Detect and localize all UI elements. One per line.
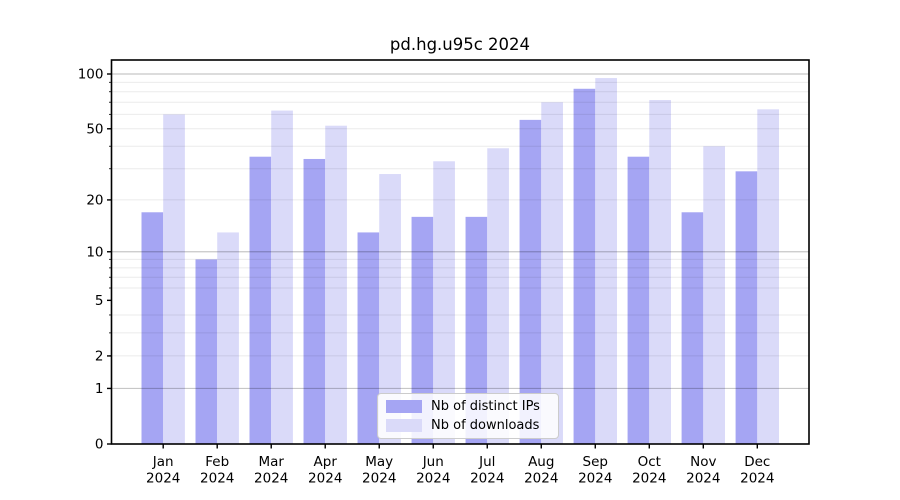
x-tick-label-may: May 2024	[362, 454, 396, 487]
y-tick-label-1: 1	[95, 381, 104, 397]
x-tick-label-dec: Dec 2024	[740, 454, 774, 487]
y-tick-label-5: 5	[95, 293, 104, 309]
bar-sep-distinct-ips	[573, 88, 596, 444]
x-tick-label-jan: Jan 2024	[146, 454, 180, 487]
bar-apr-distinct-ips	[303, 158, 326, 445]
bar-may-downloads	[379, 174, 401, 445]
x-tick-label-apr: Apr 2024	[308, 454, 342, 487]
x-tick-label-sep: Sep 2024	[578, 454, 612, 487]
x-tick-label-nov: Nov 2024	[686, 454, 720, 487]
y-tick-label-100: 100	[78, 67, 104, 83]
legend: Nb of distinct IPs Nb of downloads	[377, 393, 559, 439]
legend-label-distinct-ips: Nb of distinct IPs	[431, 399, 540, 415]
bar-may-distinct-ips	[357, 232, 380, 444]
bar-jan-downloads	[163, 114, 185, 445]
bar-oct-downloads	[649, 100, 671, 444]
legend-item-downloads: Nb of downloads	[386, 418, 550, 433]
bar-apr-downloads	[325, 125, 347, 445]
bar-jul-downloads	[487, 148, 509, 445]
bar-mar-distinct-ips	[249, 156, 272, 445]
chart-title: pd.hg.u95c 2024	[389, 35, 531, 54]
x-tick-label-mar: Mar 2024	[254, 454, 288, 487]
bar-nov-downloads	[703, 146, 725, 445]
bar-mar-downloads	[271, 110, 293, 445]
x-tick-label-aug: Aug 2024	[524, 454, 558, 487]
bar-nov-distinct-ips	[681, 212, 704, 444]
bar-aug-downloads	[541, 102, 563, 445]
legend-swatch-distinct-ips	[386, 400, 422, 414]
legend-item-distinct-ips: Nb of distinct IPs	[386, 399, 550, 414]
x-tick-label-oct: Oct 2024	[632, 454, 666, 487]
y-tick-label-10: 10	[86, 244, 103, 260]
bar-jul-distinct-ips	[465, 216, 488, 444]
bar-dec-downloads	[757, 109, 779, 445]
y-tick-label-50: 50	[86, 121, 103, 137]
x-tick-label-jul: Jul 2024	[470, 454, 504, 487]
y-tick-label-2: 2	[95, 348, 104, 364]
bar-oct-distinct-ips	[627, 156, 650, 445]
bar-jan-distinct-ips	[141, 212, 164, 444]
bar-dec-distinct-ips	[735, 171, 758, 444]
bar-sep-downloads	[595, 78, 617, 445]
bar-feb-distinct-ips	[195, 259, 218, 444]
x-tick-label-feb: Feb 2024	[200, 454, 234, 487]
bar-jun-downloads	[433, 161, 455, 444]
legend-label-downloads: Nb of downloads	[431, 417, 540, 433]
bar-jun-distinct-ips	[411, 216, 434, 444]
legend-swatch-downloads	[386, 418, 422, 432]
x-tick-label-jun: Jun 2024	[416, 454, 450, 487]
bar-aug-distinct-ips	[519, 119, 542, 444]
bar-feb-downloads	[217, 232, 239, 444]
y-tick-label-0: 0	[95, 437, 104, 453]
y-tick-label-20: 20	[86, 192, 103, 208]
